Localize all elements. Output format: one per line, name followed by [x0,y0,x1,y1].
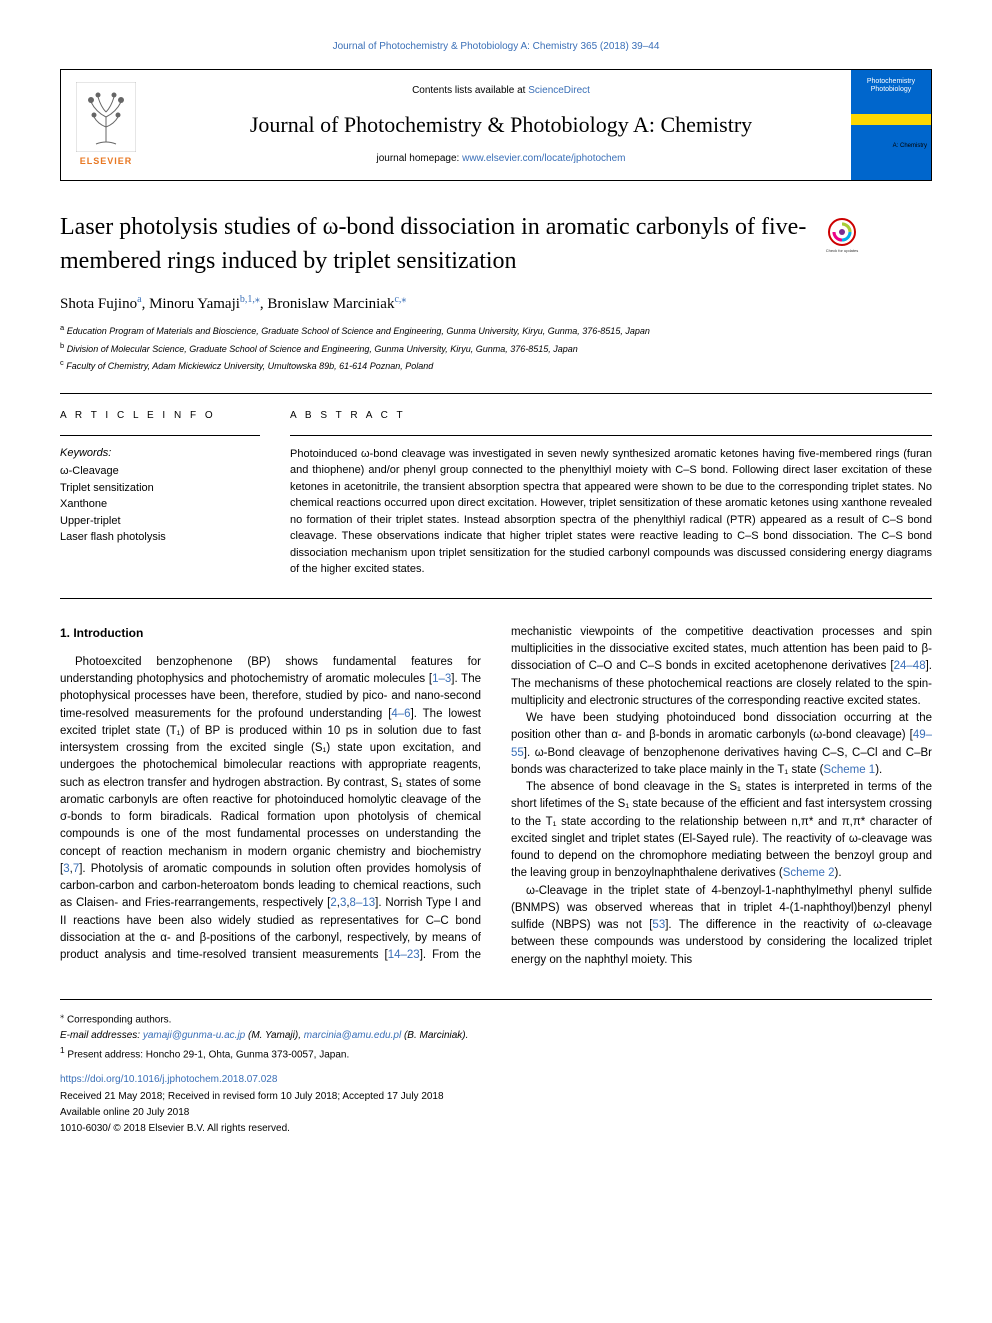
keyword-2: Triplet sensitization [60,480,260,497]
article-info-column: A R T I C L E I N F O Keywords: ω-Cleava… [60,409,260,578]
doi-link[interactable]: https://doi.org/10.1016/j.jphotochem.201… [60,1073,932,1087]
author-3: Bronislaw Marciniakc,⁎ [267,296,406,312]
authors-line: Shota Fujinoa, Minoru Yamajib,1,⁎, Broni… [60,293,932,315]
info-divider [60,435,260,436]
ref-link-14-23[interactable]: 14–23 [388,949,420,961]
abstract-column: A B S T R A C T Photoinduced ω-bond clea… [290,409,932,578]
info-abstract-row: A R T I C L E I N F O Keywords: ω-Cleava… [60,409,932,578]
author-2: Minoru Yamajib,1,⁎ [149,296,260,312]
intro-para-2: We have been studying photoinduced bond … [511,710,932,779]
available-online: Available online 20 July 2018 [60,1106,932,1120]
keyword-1: ω-Cleavage [60,463,260,480]
body-text-columns: 1. Introduction Photoexcited benzophenon… [60,624,932,969]
abstract-divider [290,435,932,436]
author-2-aff[interactable]: b,1,⁎ [240,294,260,305]
divider [60,393,932,394]
abstract-heading: A B S T R A C T [290,409,932,423]
journal-cover-thumbnail[interactable]: Photochemistry Photobiology A: Chemistry [851,70,931,180]
lists-available-line: Contents lists available at ScienceDirec… [161,84,841,98]
author-1-aff[interactable]: a [137,294,141,305]
ref-link-4-6[interactable]: 4–6 [391,708,410,720]
keywords-label: Keywords: [60,446,260,461]
homepage-link[interactable]: www.elsevier.com/locate/jphotochem [462,153,625,164]
elsevier-label: ELSEVIER [80,155,133,168]
intro-para-3: The absence of bond cleavage in the S₁ s… [511,779,932,883]
affiliation-c: c Faculty of Chemistry, Adam Mickiewicz … [60,358,932,373]
ref-link-53[interactable]: 53 [652,919,665,931]
dates-line: Received 21 May 2018; Received in revise… [60,1090,932,1104]
divider-thick [60,598,932,599]
present-address-note: 1 Present address: Honcho 29-1, Ohta, Gu… [60,1045,932,1062]
svg-text:Check for updates: Check for updates [826,248,858,253]
keyword-4: Upper-triplet [60,513,260,530]
journal-ref-link[interactable]: Journal of Photochemistry & Photobiology… [333,41,660,52]
footer: ⁎ Corresponding authors. E-mail addresse… [60,999,932,1136]
affiliation-b: b Division of Molecular Science, Graduat… [60,341,932,356]
journal-header-box: ELSEVIER Contents lists available at Sci… [60,69,932,181]
author-1: Shota Fujinoa [60,296,142,312]
email-marciniak[interactable]: marcinia@amu.edu.pl [304,1030,401,1041]
scheme-1-link[interactable]: Scheme 1 [823,764,875,776]
copyright-line: 1010-6030/ © 2018 Elsevier B.V. All righ… [60,1122,932,1136]
homepage-line: journal homepage: www.elsevier.com/locat… [161,152,841,166]
ref-link-8-13[interactable]: 8–13 [350,897,376,909]
ref-link-24-48[interactable]: 24–48 [894,660,926,672]
keyword-5: Laser flash photolysis [60,529,260,546]
header-center: Contents lists available at ScienceDirec… [151,74,851,177]
intro-para-4: ω-Cleavage in the triplet state of 4-ben… [511,883,932,969]
cover-title: Photochemistry Photobiology [855,78,927,93]
homepage-prefix: journal homepage: [376,153,462,164]
check-updates-icon[interactable]: Check for updates [822,216,862,256]
elsevier-logo[interactable]: ELSEVIER [61,70,151,180]
affiliation-a: a Education Program of Materials and Bio… [60,323,932,338]
corresponding-note: ⁎ Corresponding authors. [60,1010,932,1027]
cover-subtitle: A: Chemistry [893,142,927,150]
author-3-aff[interactable]: c,⁎ [394,294,406,305]
keyword-3: Xanthone [60,496,260,513]
top-reference-link: Journal of Photochemistry & Photobiology… [60,40,932,54]
scheme-2-link[interactable]: Scheme 2 [783,867,835,879]
abstract-text: Photoinduced ω-bond cleavage was investi… [290,446,932,578]
email-yamaji[interactable]: yamaji@gunma-u.ac.jp [143,1030,245,1041]
section-1-title: 1. Introduction [60,624,481,642]
lists-prefix: Contents lists available at [412,85,528,96]
journal-title: Journal of Photochemistry & Photobiology… [161,110,841,141]
ref-link-1-3[interactable]: 1–3 [432,673,451,685]
email-line: E-mail addresses: yamaji@gunma-u.ac.jp (… [60,1029,932,1043]
article-title: Laser photolysis studies of ω-bond disso… [60,211,932,278]
article-info-heading: A R T I C L E I N F O [60,409,260,423]
sciencedirect-link[interactable]: ScienceDirect [528,85,590,96]
elsevier-tree-icon [76,82,136,152]
